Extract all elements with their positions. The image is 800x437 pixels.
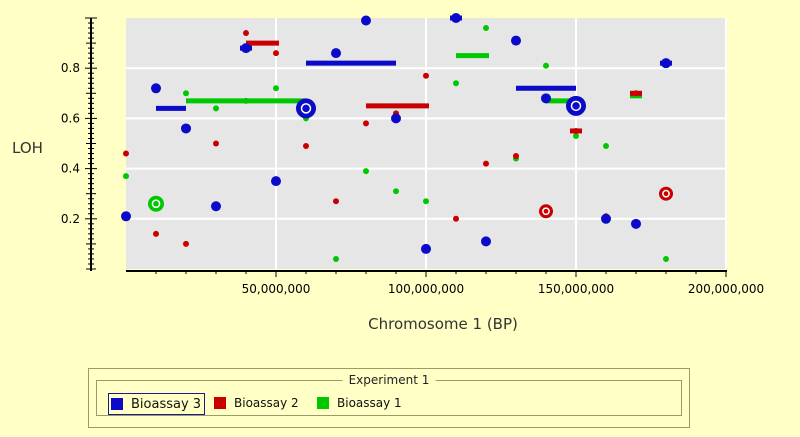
- x-tick-label: 150,000,000: [538, 282, 614, 296]
- bioassay-1-point: [123, 173, 129, 180]
- legend-label: Bioassay 2: [234, 396, 299, 410]
- bioassay-1-highlight: [148, 195, 164, 212]
- bioassay-2-point: [123, 150, 129, 157]
- bioassay-3-point: [421, 243, 431, 254]
- bioassay-3-point: [361, 15, 371, 26]
- bioassay-1-point: [453, 80, 459, 87]
- bioassay-2-point: [183, 240, 189, 247]
- legend-label: Bioassay 1: [337, 396, 402, 410]
- bioassay-2-point: [243, 30, 249, 37]
- x-axis-title: Chromosome 1 (BP): [368, 315, 518, 333]
- bioassay-3-point: [451, 13, 461, 23]
- bioassay-3-point: [511, 35, 521, 46]
- bioassay-2-highlight: [659, 186, 673, 201]
- legend-label: Bioassay 3: [131, 396, 202, 412]
- bioassay-2-point: [363, 120, 369, 127]
- bioassay-3-point: [211, 201, 221, 212]
- y-tick-label: 0.2: [61, 212, 80, 226]
- bioassay-1-point: [273, 85, 279, 92]
- bioassay-3-point: [661, 58, 671, 69]
- bioassay-1-point: [603, 143, 609, 150]
- bioassay-3-highlight: [566, 95, 586, 116]
- bioassay-1-point: [573, 132, 579, 139]
- bioassay-3-point: [271, 176, 281, 187]
- bioassay-2-point: [213, 140, 219, 147]
- bioassay-1-point: [663, 255, 669, 262]
- bioassay-2-point: [273, 50, 279, 57]
- bioassay-3-highlight-ring: [570, 100, 582, 112]
- bioassay-2-point: [483, 160, 489, 167]
- x-ticks: 50,000,000 100,000,000 150,000,000 200,000,…: [155, 271, 764, 296]
- bioassay-3-point: [241, 43, 251, 54]
- legend-item-bioassay-2[interactable]: Bioassay 2: [214, 393, 299, 413]
- y-tick-label: 0.4: [61, 162, 80, 176]
- x-tick-label: 200,000,000: [688, 282, 764, 296]
- bioassay-3-point: [331, 48, 341, 59]
- x-tick-label: 50,000,000: [242, 282, 311, 296]
- bioassay-1-point: [213, 105, 219, 112]
- legend-swatch: [111, 398, 123, 410]
- bioassay-1-point: [543, 62, 549, 69]
- bioassay-2-point: [153, 230, 159, 237]
- bioassay-3-point: [631, 218, 641, 229]
- bioassay-2-highlight-ring: [542, 207, 550, 216]
- bioassay-2-point: [573, 127, 579, 134]
- bioassay-3-point: [601, 213, 611, 224]
- bioassay-2-highlight-ring: [662, 189, 670, 198]
- bioassay-2-highlight: [539, 204, 553, 219]
- x-tick-label: 100,000,000: [388, 282, 464, 296]
- bioassay-2-point: [303, 143, 309, 150]
- bioassay-1-point: [393, 188, 399, 195]
- y-ticks: 0.2 0.4 0.6 0.8: [61, 17, 97, 270]
- bioassay-3-highlight-ring: [300, 103, 312, 114]
- y-tick-label: 0.8: [61, 61, 80, 75]
- grid-lines: [126, 18, 727, 269]
- bioassay-2-point: [453, 215, 459, 222]
- bioassay-2-point: [633, 90, 639, 97]
- y-tick-label: 0.6: [61, 111, 80, 125]
- legend-item-bioassay-3[interactable]: Bioassay 3: [108, 393, 206, 415]
- bioassay-3-point: [151, 83, 161, 94]
- bioassay-1-point: [483, 25, 489, 32]
- bioassay-1-point: [363, 168, 369, 175]
- bioassay-1-point: [423, 198, 429, 205]
- legend: Experiment 1 Bioassay 3 Bioassay 2 Bioas…: [88, 368, 690, 428]
- bioassay-2-point: [513, 153, 519, 160]
- legend-group: Experiment 1 Bioassay 3 Bioassay 2 Bioas…: [96, 373, 682, 416]
- bioassay-3-point: [481, 236, 491, 247]
- bioassay-1-point: [243, 97, 249, 104]
- bioassay-3-highlight: [296, 98, 316, 119]
- data-marks: [121, 13, 673, 262]
- bioassay-3-point: [121, 211, 131, 222]
- bioassay-1-highlight-ring: [151, 199, 161, 209]
- bioassay-3-point: [181, 123, 191, 134]
- legend-swatch: [317, 397, 329, 409]
- bioassay-1-point: [333, 255, 339, 262]
- bioassay-3-point: [391, 113, 401, 124]
- bioassay-2-point: [333, 198, 339, 205]
- bioassay-3-point: [541, 93, 551, 104]
- legend-item-bioassay-1[interactable]: Bioassay 1: [317, 393, 402, 413]
- y-axis-title: LOH: [12, 139, 43, 157]
- bioassay-2-point: [423, 72, 429, 79]
- bioassay-1-point: [183, 90, 189, 97]
- legend-swatch: [214, 397, 226, 409]
- legend-title: Experiment 1: [342, 373, 436, 387]
